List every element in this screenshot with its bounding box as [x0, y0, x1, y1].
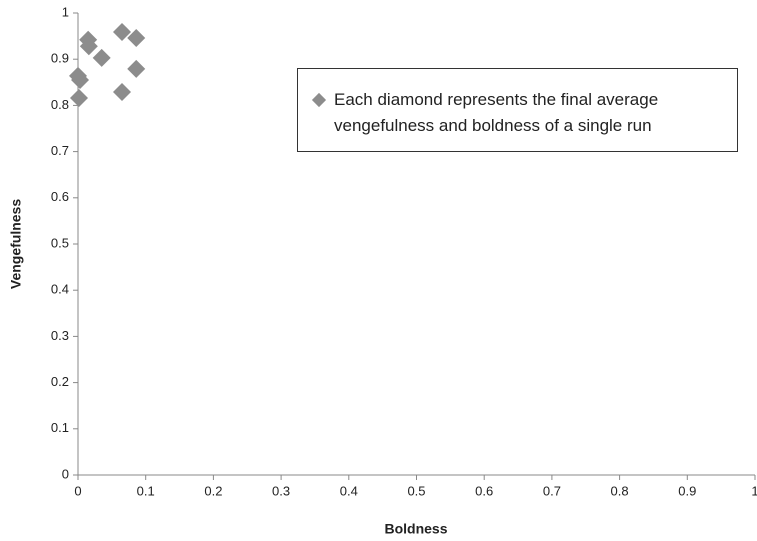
point [127, 28, 146, 47]
y-tick-label: 0.2 [51, 374, 69, 389]
point [127, 59, 146, 78]
x-tick-label: 0.1 [137, 483, 155, 498]
y-tick-label: 0.1 [51, 420, 69, 435]
x-tick-label: 0.7 [543, 483, 561, 498]
y-tick-label: 0.5 [51, 235, 69, 250]
y-tick-label: 0.4 [51, 282, 69, 297]
point [71, 70, 90, 89]
x-tick-label: 0.9 [678, 483, 696, 498]
point [113, 22, 132, 41]
point [70, 89, 89, 108]
y-tick-label: 0.6 [51, 189, 69, 204]
x-tick-label: 0.2 [204, 483, 222, 498]
point [79, 37, 98, 56]
x-tick-label: 0 [74, 483, 81, 498]
y-tick-label: 1 [62, 4, 69, 19]
y-tick-label: 0.7 [51, 143, 69, 158]
x-tick-label: 1 [751, 483, 757, 498]
x-tick-label: 0.3 [272, 483, 290, 498]
x-tick-label: 0.5 [407, 483, 425, 498]
x-tick-label: 0.6 [475, 483, 493, 498]
x-tick-label: 0.4 [340, 483, 358, 498]
y-tick-label: 0.9 [51, 51, 69, 66]
y-tick-label: 0.3 [51, 328, 69, 343]
legend-marker [311, 92, 327, 108]
x-tick-label: 0.8 [611, 483, 629, 498]
legend: Each diamond represents the final averag… [297, 68, 738, 152]
y-axis-title: Vengefulness [8, 199, 24, 289]
legend-label: Each diamond represents the final averag… [334, 90, 659, 135]
point [113, 83, 132, 102]
x-axis-title: Boldness [384, 521, 447, 537]
y-tick-label: 0 [62, 466, 69, 481]
point [92, 48, 111, 67]
y-tick-label: 0.8 [51, 97, 69, 112]
